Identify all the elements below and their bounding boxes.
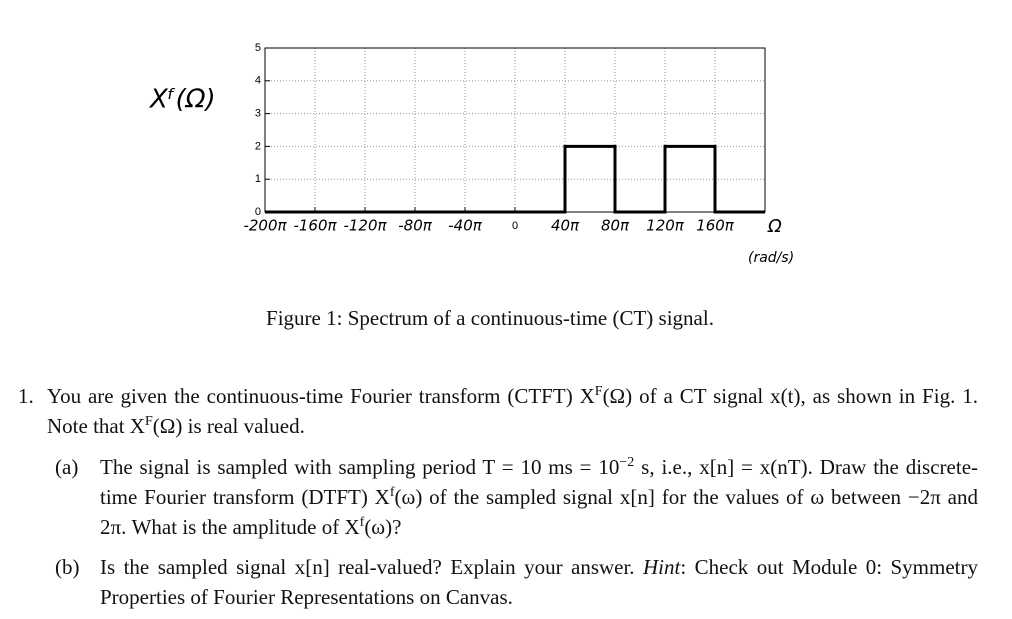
problem-text: You are given the continuous-time Fourie… <box>47 381 978 441</box>
x-tick-label: 40π <box>551 217 580 235</box>
text-segment: You are given the continuous-time Fourie… <box>47 384 595 408</box>
y-axis-label: Xᶠ(Ω) <box>148 85 216 115</box>
figure-caption: Figure 1: Spectrum of a continuous-time … <box>266 306 714 330</box>
chart: 0 1 2 3 4 5 -200π -160π -120π -80π -40π 0 40π 80π 120π… <box>148 42 794 266</box>
x-tick-label: 160π <box>696 217 735 235</box>
spectrum-line <box>265 144 765 214</box>
x-tick-label: -40π <box>448 217 482 235</box>
x-tick-label: 80π <box>601 217 630 235</box>
part-text: The signal is sampled with sampling peri… <box>100 452 978 542</box>
part-label: (a) <box>55 455 79 479</box>
y-tick-label: 3 <box>255 108 261 120</box>
x-tick-label: -160π <box>293 217 337 235</box>
text-segment: s, i.e., x[n] = x(nT). Draw the discrete… <box>100 455 979 509</box>
text-segment: F <box>144 414 153 429</box>
part-text: Is the sampled signal x[n] real-valued? … <box>100 552 978 612</box>
x-tick-label: 120π <box>646 217 685 235</box>
text-segment: Is the sampled signal x[n] real-valued? … <box>100 555 643 579</box>
y-tick-label: 2 <box>255 140 261 152</box>
x-tick-label: -120π <box>343 217 387 235</box>
x-axis-unit: (rad/s) <box>748 250 794 266</box>
text-segment: F <box>594 384 603 399</box>
text-segment: (ω)? <box>364 515 402 539</box>
part-label: (b) <box>55 555 80 579</box>
text-segment: −2 <box>619 455 635 470</box>
y-tick-label: 4 <box>255 75 261 87</box>
y-tick-label: 5 <box>255 42 261 54</box>
x-tick-label: -200π <box>243 217 287 235</box>
text-segment: Hint <box>643 555 681 579</box>
text-segment: : Check out Module 0: Symmetry Propertie… <box>100 555 978 609</box>
text-segment: (Ω) is real valued. <box>152 414 305 438</box>
x-axis-label: Ω <box>767 216 782 237</box>
text-segment: The signal is sampled with sampling peri… <box>100 455 620 479</box>
x-tick-label: -80π <box>398 217 432 235</box>
text-segment: (ω) of the sampled signal x[n] for the v… <box>100 485 978 539</box>
problem-number: 1. <box>18 384 34 408</box>
x-tick-label: 0 <box>512 220 518 232</box>
y-tick-label: 1 <box>255 173 261 185</box>
y-tick-label: 0 <box>255 206 261 218</box>
text-segment: f <box>389 485 395 500</box>
text-segment: f <box>359 515 365 530</box>
text-segment: (Ω) of a CT signal x(t), as shown in Fig… <box>47 384 978 438</box>
